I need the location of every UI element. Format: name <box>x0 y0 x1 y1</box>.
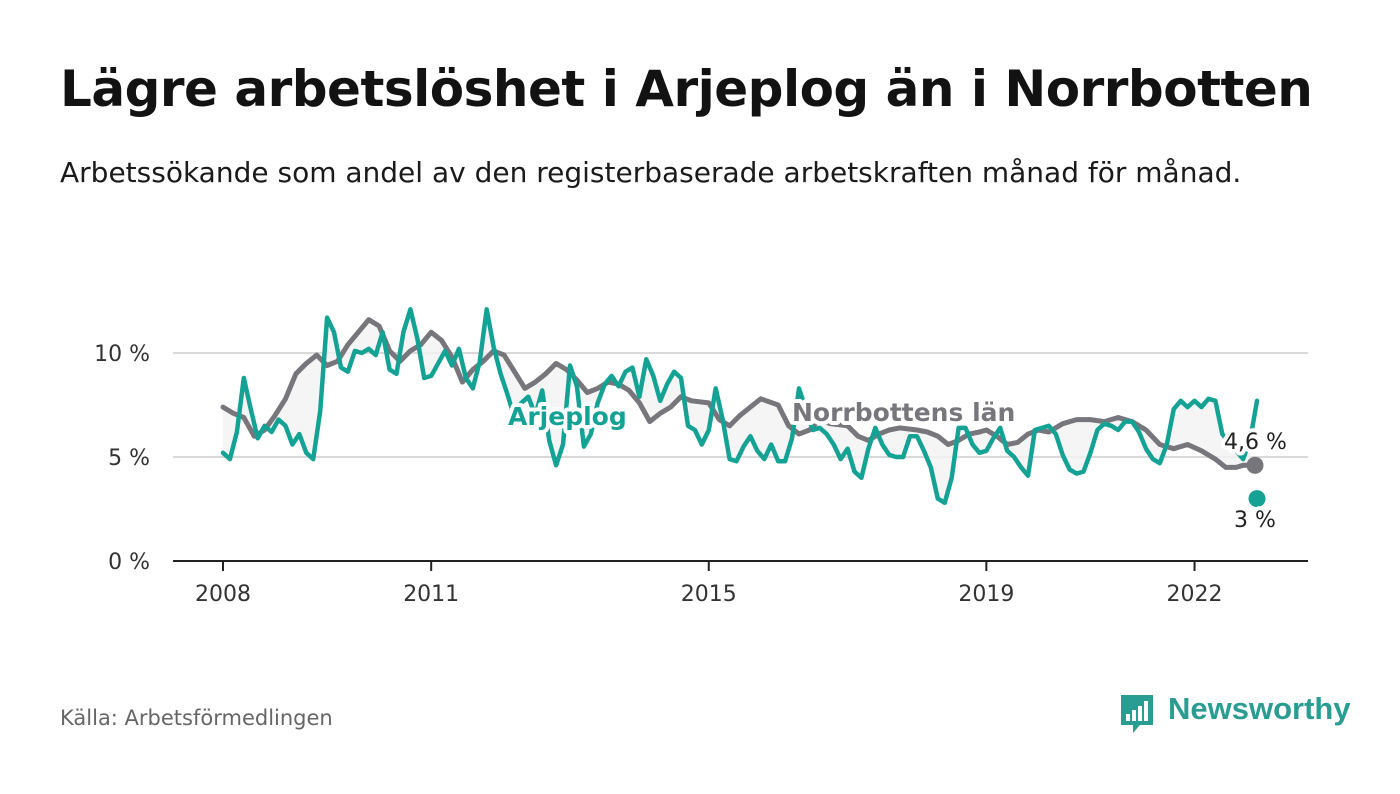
bar-chart-icon <box>1121 695 1153 733</box>
brand-name: Newsworthy <box>1168 691 1351 726</box>
end-label-norrbotten: 4,6 % <box>1224 430 1287 455</box>
end-label-arjeplog: 3 % <box>1234 508 1276 533</box>
end-marker-arjeplog <box>1248 490 1266 508</box>
series-label-norrbotten: Norrbottens län <box>792 398 1015 427</box>
series-label-arjeplog: Arjeplog <box>508 402 627 431</box>
chart-title: Lägre arbetslöshet i Arjeplog än i Norrb… <box>60 60 1313 118</box>
end-label-arjeplog-group: 3 %3 % <box>1230 504 1280 537</box>
end-label-norrbotten-halo: 4,6 % <box>1224 430 1287 455</box>
x-tick-label: 2019 <box>958 582 1014 607</box>
x-tick-label: 2008 <box>195 582 251 607</box>
series-line-arjeplog <box>220 307 1260 506</box>
end-label-arjeplog-halo: 3 % <box>1234 508 1276 533</box>
chart-subtitle: Arbetssökande som andel av den registerb… <box>60 156 1242 189</box>
y-tick-label: 5 % <box>108 446 150 471</box>
series-label-arjeplog-halo: Arjeplog <box>508 402 627 431</box>
y-tick-label: 0 % <box>108 550 150 575</box>
y-tick-label: 10 % <box>94 342 150 367</box>
series-layer <box>220 307 1266 508</box>
end-label-norrbotten-group: 4,6 %4,6 % <box>1220 426 1291 459</box>
source-note: Källa: Arbetsförmedlingen <box>60 706 333 730</box>
gap-fill-layer <box>223 309 1257 503</box>
x-tick-label: 2022 <box>1167 582 1223 607</box>
series-label-norrbotten-halo: Norrbottens län <box>792 398 1015 427</box>
grid-layer: 0 % 5 % 10 % 2008 2011 2015 2019 2022 <box>94 342 1308 607</box>
end-marker-norrbotten <box>1246 456 1264 474</box>
gap-fill <box>223 309 1257 503</box>
x-tick-label: 2015 <box>681 582 737 607</box>
x-tick-label: 2011 <box>403 582 459 607</box>
newsworthy-logo: Newsworthy <box>1118 689 1358 737</box>
